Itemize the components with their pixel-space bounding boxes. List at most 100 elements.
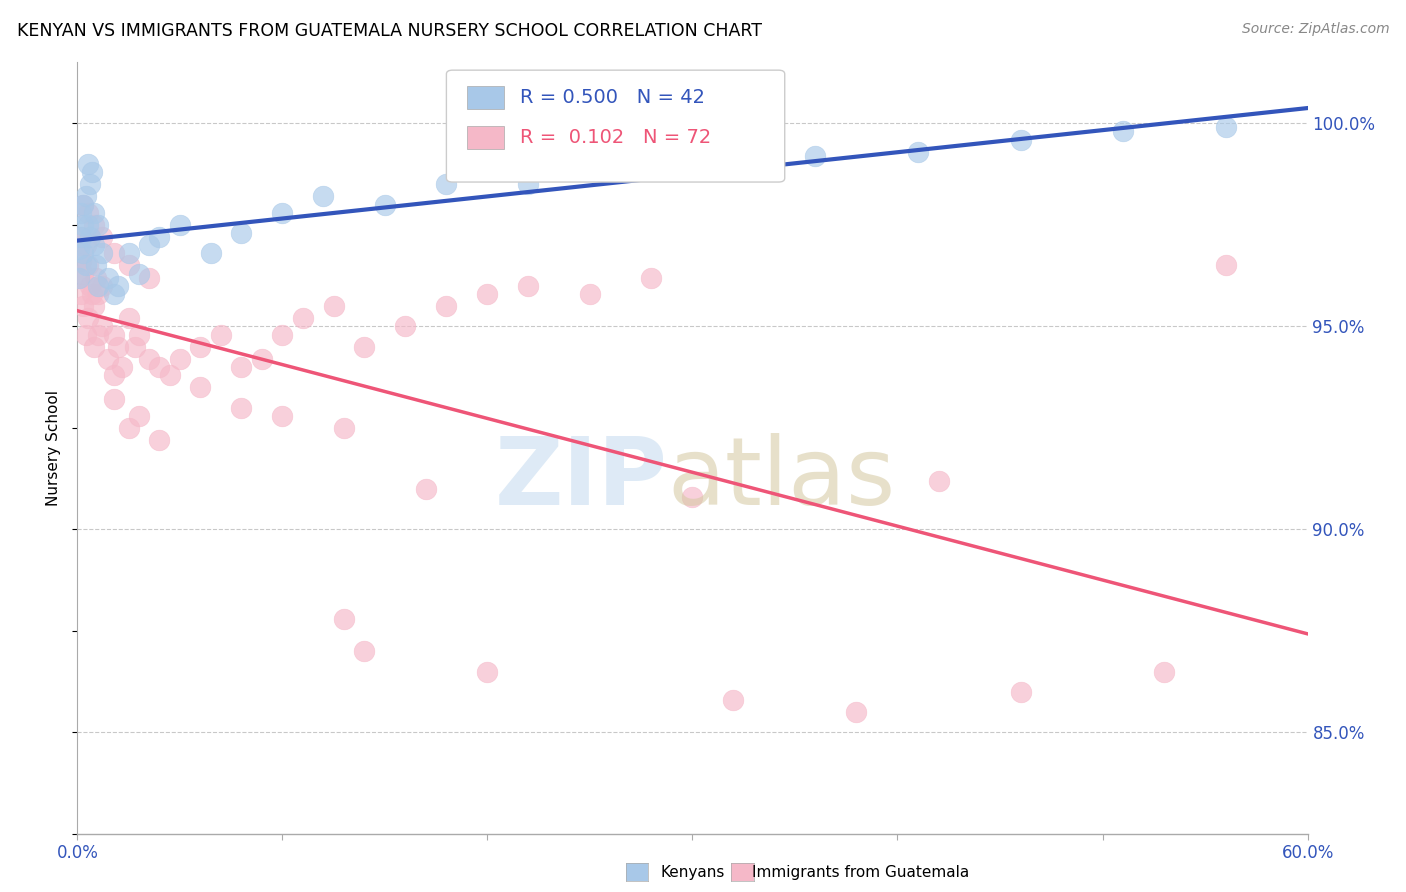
- Point: [148, 230, 170, 244]
- Point: [107, 278, 129, 293]
- Text: R = 0.500   N = 42: R = 0.500 N = 42: [520, 87, 706, 107]
- Point: [75, 189, 97, 203]
- Point: [1215, 259, 1237, 273]
- Point: [1010, 685, 1032, 699]
- Point: [87, 286, 110, 301]
- Point: [640, 270, 662, 285]
- Text: ZIP: ZIP: [495, 434, 668, 525]
- Point: [90, 230, 114, 244]
- Point: [353, 340, 375, 354]
- Point: [75, 259, 97, 273]
- Point: [75, 327, 97, 342]
- Point: [76, 311, 98, 326]
- Text: Source: ZipAtlas.com: Source: ZipAtlas.com: [1241, 22, 1389, 37]
- Point: [322, 299, 344, 313]
- Point: [117, 421, 139, 435]
- Point: [124, 340, 146, 354]
- Point: [231, 359, 253, 374]
- Point: [90, 319, 114, 334]
- Point: [70, 254, 93, 268]
- Point: [87, 278, 110, 293]
- FancyBboxPatch shape: [467, 126, 505, 149]
- Point: [107, 340, 129, 354]
- Point: [394, 319, 416, 334]
- Point: [333, 421, 356, 435]
- Point: [928, 474, 950, 488]
- Point: [76, 259, 98, 273]
- Point: [271, 205, 294, 219]
- Point: [103, 246, 125, 260]
- Point: [70, 230, 93, 244]
- Point: [72, 218, 94, 232]
- Point: [79, 278, 101, 293]
- Text: Kenyans: Kenyans: [661, 865, 725, 880]
- Point: [374, 197, 396, 211]
- Point: [103, 392, 125, 407]
- Text: KENYAN VS IMMIGRANTS FROM GUATEMALA NURSERY SCHOOL CORRELATION CHART: KENYAN VS IMMIGRANTS FROM GUATEMALA NURS…: [17, 22, 762, 40]
- Point: [907, 145, 929, 159]
- Point: [579, 286, 602, 301]
- Point: [97, 351, 120, 366]
- Point: [72, 246, 94, 260]
- Point: [723, 693, 745, 707]
- Point: [138, 351, 160, 366]
- Point: [477, 286, 499, 301]
- Point: [87, 218, 110, 232]
- Point: [80, 286, 103, 301]
- Point: [84, 270, 107, 285]
- Text: Immigrants from Guatemala: Immigrants from Guatemala: [752, 865, 970, 880]
- Point: [70, 286, 93, 301]
- Point: [333, 612, 356, 626]
- Point: [477, 665, 499, 679]
- Point: [702, 157, 724, 171]
- Point: [169, 218, 191, 232]
- Point: [188, 340, 212, 354]
- Point: [188, 380, 212, 394]
- Point: [75, 238, 97, 252]
- Point: [599, 165, 621, 179]
- Point: [76, 157, 98, 171]
- Point: [138, 238, 160, 252]
- Point: [231, 226, 253, 240]
- Point: [67, 270, 90, 285]
- Point: [271, 409, 294, 423]
- Text: R =  0.102   N = 72: R = 0.102 N = 72: [520, 128, 711, 147]
- Point: [353, 644, 375, 658]
- Point: [79, 178, 101, 192]
- Point: [200, 246, 222, 260]
- Point: [804, 149, 827, 163]
- Point: [80, 165, 103, 179]
- Point: [83, 238, 105, 252]
- Point: [90, 246, 114, 260]
- Point: [103, 286, 125, 301]
- Point: [83, 299, 105, 313]
- Point: [517, 278, 540, 293]
- Point: [436, 299, 458, 313]
- Point: [70, 205, 93, 219]
- Point: [111, 359, 134, 374]
- Point: [271, 327, 294, 342]
- Point: [70, 230, 93, 244]
- Point: [103, 368, 125, 383]
- Point: [67, 242, 90, 256]
- Point: [76, 205, 98, 219]
- Point: [128, 327, 150, 342]
- Point: [415, 482, 437, 496]
- Point: [117, 259, 139, 273]
- Point: [517, 178, 540, 192]
- Point: [169, 351, 191, 366]
- Point: [72, 197, 94, 211]
- Point: [159, 368, 181, 383]
- Point: [1215, 120, 1237, 135]
- Point: [67, 270, 90, 285]
- Point: [97, 270, 120, 285]
- FancyBboxPatch shape: [467, 86, 505, 109]
- Point: [83, 218, 105, 232]
- Point: [128, 267, 150, 281]
- Text: atlas: atlas: [668, 434, 896, 525]
- Point: [83, 205, 105, 219]
- Point: [148, 359, 170, 374]
- Point: [209, 327, 232, 342]
- Point: [148, 433, 170, 447]
- Point: [250, 351, 273, 366]
